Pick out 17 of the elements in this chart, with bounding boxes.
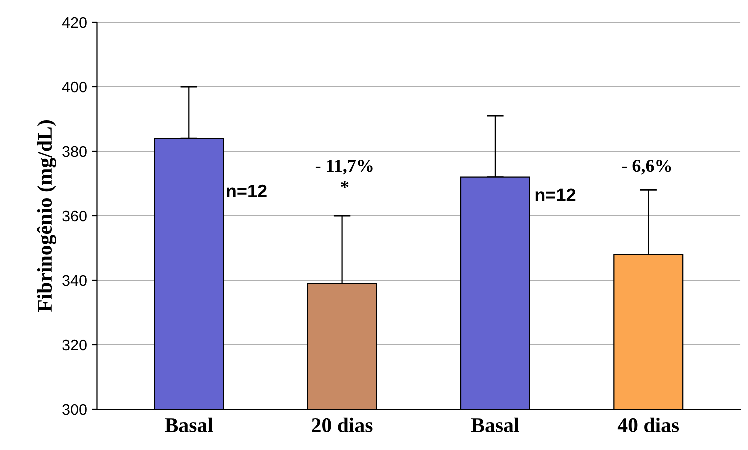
annotation: n=12 [536,188,576,202]
y-tick-label: 420 [62,17,87,28]
annotation: n=12 [227,184,267,198]
y-tick-label: 400 [62,82,87,93]
y-tick-label: 300 [62,404,87,416]
annotation: * [341,181,349,188]
y-axis-title: Fibrinogênio (mg/dL) [37,120,56,312]
x-tick-label: 40 dias [618,418,680,432]
y-tick-label: 360 [62,210,87,222]
y-tick-label: 340 [62,275,87,286]
annotation: - 6,6% [622,160,672,175]
x-tick-label: 20 dias [312,418,373,432]
x-tick-label: Basal [165,418,214,432]
annotation: - 11,7% [316,160,373,175]
x-tick-label: Basal [471,418,520,432]
y-tick-label: 380 [62,146,87,158]
y-tick-label: 320 [62,340,87,351]
